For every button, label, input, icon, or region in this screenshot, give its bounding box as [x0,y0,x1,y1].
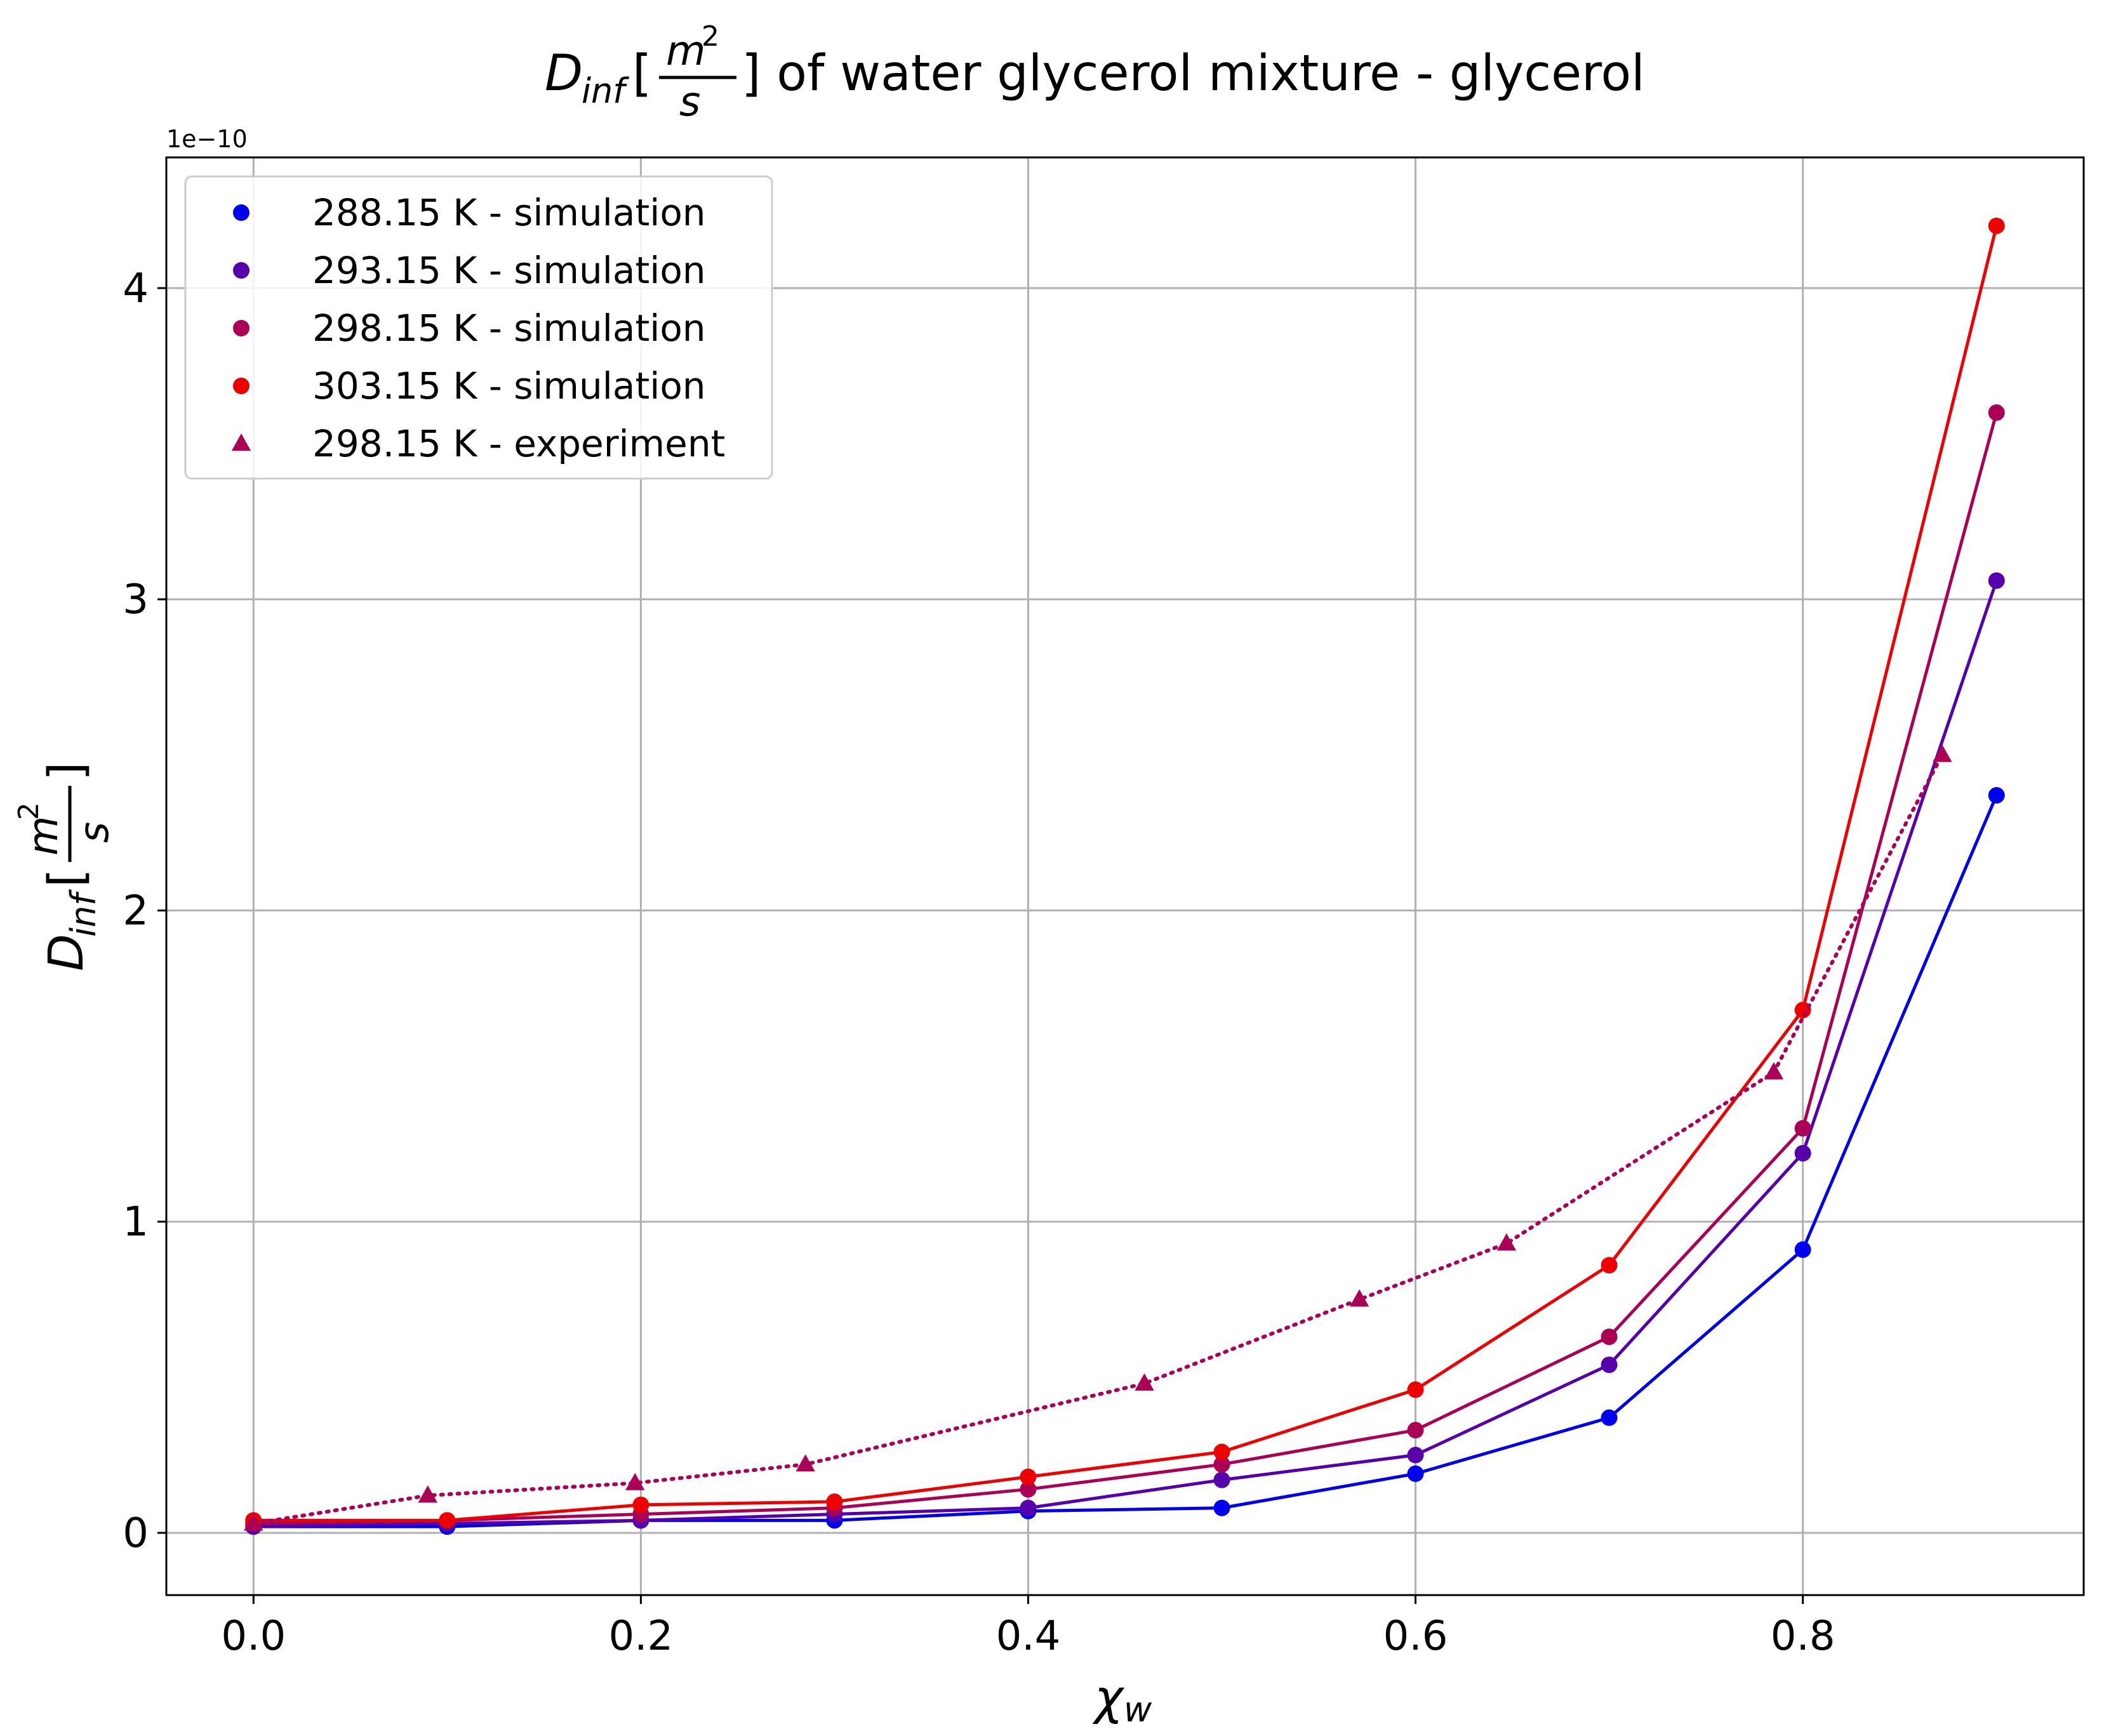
legend-label: 298.15 K - simulation [312,307,706,350]
x-label-sub: w [1124,1690,1152,1730]
legend-label: 288.15 K - simulation [312,191,706,234]
x-tick-label: 0.2 [608,1613,673,1660]
data-point [1213,1456,1230,1473]
data-point [1601,1257,1618,1274]
data-point [1020,1499,1037,1516]
series-line [253,225,1999,1522]
y-tick-label: 4 [123,265,149,312]
data-point [1988,787,2005,804]
y-label-main: D [37,934,94,971]
y-tick-label: 3 [123,576,149,623]
x-axis-label: χ w [1092,1669,1152,1730]
y-tick-label: 2 [123,887,149,934]
chart-title: D inf [ m 2 s ] of water glycerol mixtur… [545,20,1645,126]
data-point [796,1454,815,1472]
title-unit-den: s [679,79,700,126]
series-5 [244,745,1952,1531]
series-line [253,580,1999,1528]
data-point [1135,1373,1154,1391]
legend-box [184,175,773,480]
y-tick-label: 1 [123,1199,149,1246]
legend-label: 293.15 K - simulation [312,249,706,292]
y-offset-text: 1e−10 [166,125,248,153]
legend: 288.15 K - simulation 293.15 K - simulati… [184,175,773,480]
title-unit-exp: 2 [702,20,719,53]
data-point [1764,1062,1784,1080]
data-point [1407,1422,1424,1439]
y-label-bracket-close: ] [37,762,94,781]
series-line [253,412,1999,1525]
y-tick-label: 0 [123,1510,149,1557]
title-unit-num: m [666,28,705,75]
data-point [1496,1233,1517,1251]
y-label-unit-den: s [71,822,118,843]
y-label-bracket-open: [ [37,868,94,887]
data-point [632,1496,649,1513]
data-point [1213,1443,1230,1461]
plot-frame [165,156,2085,1596]
data-point [1988,572,2005,589]
y-label-sub: inf [63,889,103,937]
data-point [1794,1241,1811,1258]
data-point [1988,217,2005,234]
data-point [1213,1499,1230,1516]
x-tick-label: 0.8 [1771,1613,1835,1660]
data-point [1601,1356,1618,1374]
legend-marker [231,434,251,451]
legend-label: 303.15 K - simulation [312,364,706,407]
y-label-unit-exp: 2 [13,802,45,820]
data-point [1407,1447,1424,1464]
data-point [1407,1465,1424,1482]
data-point [826,1493,843,1510]
y-axis-label: D inf [ m 2 s ] [13,762,118,971]
x-label-main: χ [1092,1669,1125,1725]
data-point [1020,1468,1037,1485]
data-point [1601,1409,1618,1426]
legend-marker [233,204,250,221]
title-rest: ] of water glycerol mixture - glycerol [742,45,1645,102]
x-tick-label: 0.4 [996,1613,1061,1660]
data-point [1794,1144,1811,1162]
plot-area [244,217,2005,1535]
axis-ticks: 0.0 0.2 0.4 0.6 0.8 0 1 2 3 4 [123,265,1835,1660]
title-sub: inf [582,71,629,111]
legend-marker [233,320,250,336]
legend-label: 298.15 K - experiment [312,422,725,465]
data-point [1349,1289,1369,1307]
y-label-unit-num: m [20,816,67,856]
data-point [625,1473,645,1490]
data-point [244,1513,263,1531]
title-main: D [545,45,583,102]
legend-marker [233,378,250,394]
data-point [1933,745,1952,762]
data-point [1794,1120,1811,1137]
grid [166,157,2084,1595]
data-point [1988,404,2005,421]
data-point [1213,1471,1230,1488]
data-point [1020,1481,1037,1498]
data-point [1407,1381,1424,1398]
series-line [251,753,1945,1526]
legend-marker [233,262,250,279]
title-bracket-open: [ [632,45,651,102]
data-point [439,1512,456,1529]
x-tick-label: 0.0 [221,1613,286,1660]
x-tick-label: 0.6 [1383,1613,1448,1660]
data-point [418,1485,438,1503]
data-point [1601,1329,1618,1346]
